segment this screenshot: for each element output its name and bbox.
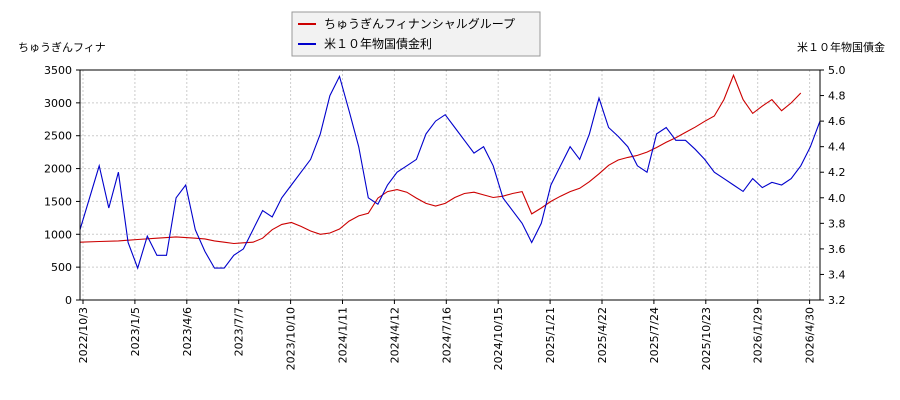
right-tick-label: 4.6 bbox=[828, 115, 846, 128]
left-tick-label: 0 bbox=[65, 294, 72, 307]
legend-box bbox=[291, 11, 541, 57]
right-axis: 3.2 3.4 3.6 3.8 4.0 4.2 4.4 4.6 4.8 5.0 bbox=[820, 64, 846, 307]
x-tick-label: 2023/7/7 bbox=[233, 307, 246, 356]
series-line-chugin bbox=[79, 73, 802, 245]
right-tick-label: 5.0 bbox=[828, 64, 846, 77]
x-tick-label: 2024/10/15 bbox=[492, 307, 505, 370]
x-tick-label: 2023/1/5 bbox=[129, 307, 142, 356]
x-tick-label: 2025/7/24 bbox=[648, 307, 661, 363]
right-tick-label: 3.2 bbox=[828, 294, 846, 307]
legend-label: ちゅうぎんフィナンシャルグループ bbox=[324, 17, 515, 31]
left-tick-label: 3000 bbox=[44, 97, 72, 110]
right-tick-label: 4.4 bbox=[828, 141, 846, 154]
left-tick-label: 3500 bbox=[44, 64, 72, 77]
right-tick-label: 4.2 bbox=[828, 166, 846, 179]
x-tick-label: 2026/1/29 bbox=[752, 307, 765, 363]
x-tick-label: 2025/1/21 bbox=[544, 307, 557, 363]
x-tick-label: 2024/1/11 bbox=[337, 307, 350, 363]
x-tick-label: 2022/10/3 bbox=[77, 307, 90, 363]
series-layer bbox=[79, 73, 821, 270]
x-tick-label: 2024/7/16 bbox=[440, 307, 453, 363]
left-axis: 0 500 1000 1500 2000 2500 3000 3500 bbox=[44, 64, 80, 307]
x-tick-label: 2025/4/22 bbox=[596, 307, 609, 363]
right-axis-title: 米１０年物国債金 bbox=[797, 40, 885, 54]
right-tick-label: 3.6 bbox=[828, 243, 846, 256]
left-tick-label: 1000 bbox=[44, 228, 72, 241]
x-tick-label: 2023/4/6 bbox=[181, 307, 194, 356]
x-axis: 2022/10/3 2023/1/5 2023/4/6 2023/7/7 2023/10… bbox=[77, 300, 817, 370]
series-line-us10y bbox=[79, 74, 821, 270]
x-tick-label: 2026/4/30 bbox=[804, 307, 817, 363]
x-tick-label: 2024/4/12 bbox=[388, 307, 401, 363]
right-tick-label: 3.8 bbox=[828, 217, 846, 230]
legend-label: 米１０年物国債金利 bbox=[324, 36, 432, 51]
right-tick-label: 4.0 bbox=[828, 192, 846, 205]
left-tick-label: 2000 bbox=[44, 163, 72, 176]
left-axis-title: ちゅうぎんフィナ bbox=[18, 40, 106, 54]
grid-lines bbox=[80, 69, 820, 301]
right-tick-label: 4.8 bbox=[828, 90, 846, 103]
right-tick-label: 3.4 bbox=[828, 268, 846, 281]
left-tick-label: 500 bbox=[51, 261, 72, 274]
x-tick-label: 2025/10/23 bbox=[700, 307, 713, 370]
x-tick-label: 2023/10/10 bbox=[285, 307, 298, 370]
plot-frame bbox=[79, 69, 821, 301]
left-tick-label: 2500 bbox=[44, 130, 72, 143]
left-tick-label: 1500 bbox=[44, 195, 72, 208]
